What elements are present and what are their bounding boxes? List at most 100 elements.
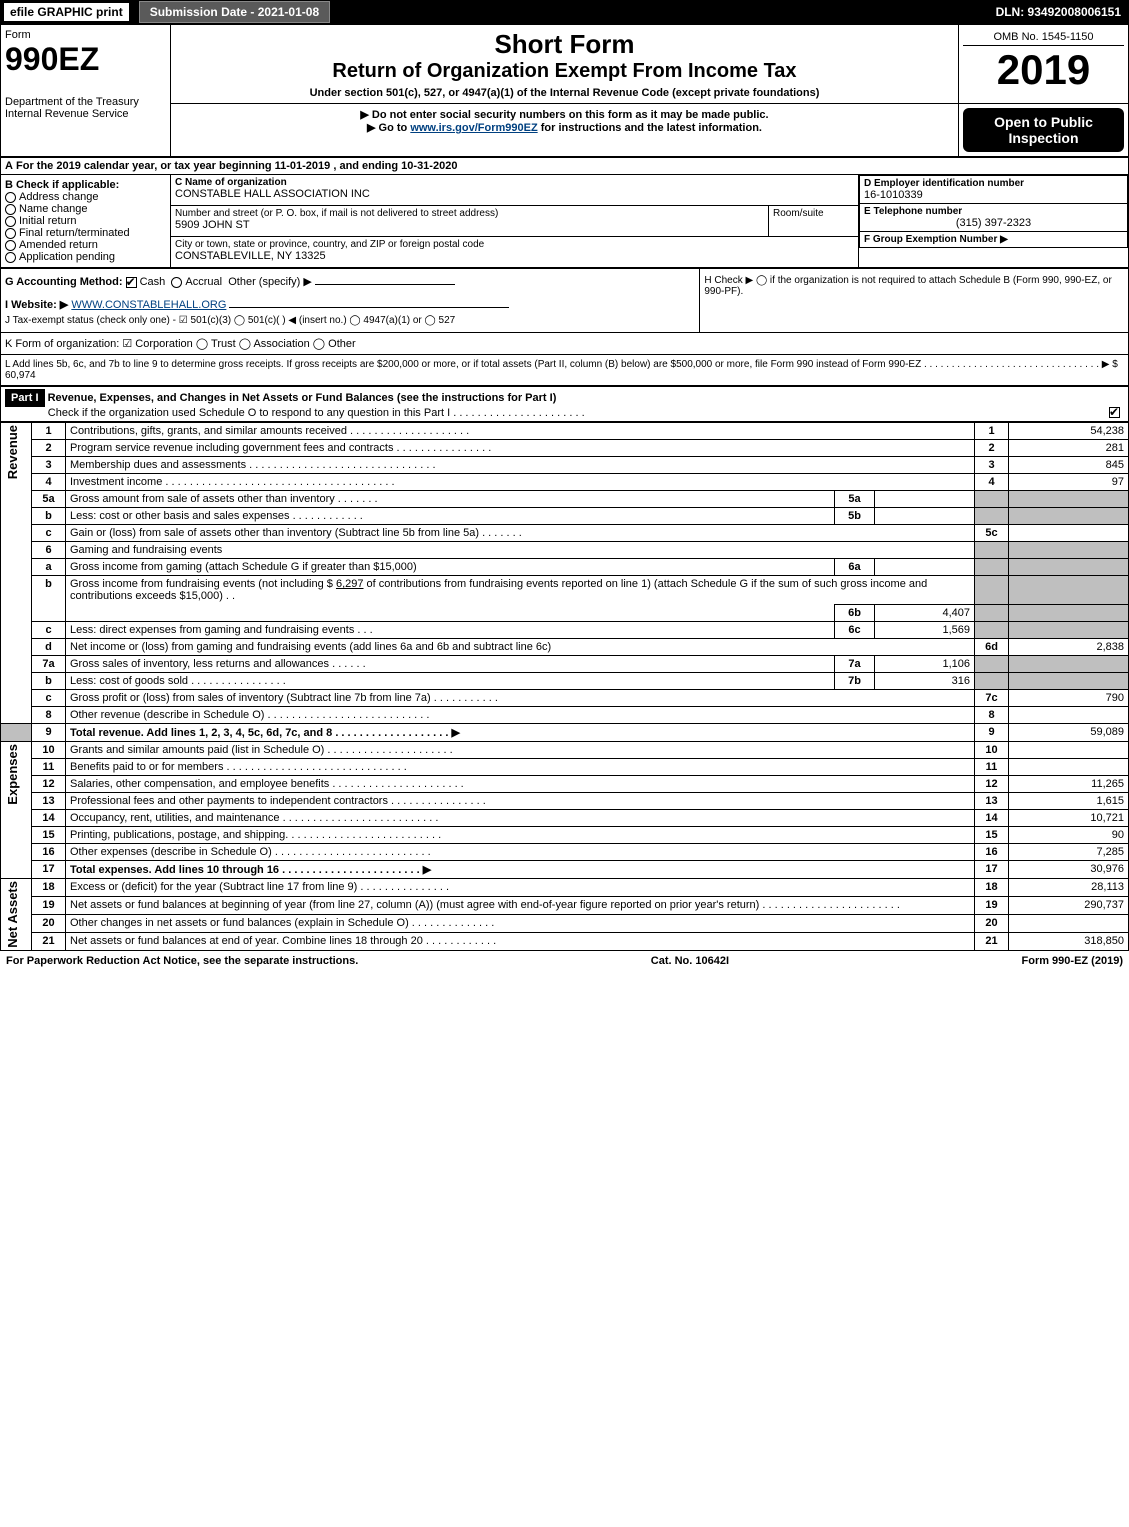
website-link[interactable]: WWW.CONSTABLEHALL.ORG: [71, 299, 226, 311]
ln-18-amt: 28,113: [1009, 879, 1129, 897]
footer-left: For Paperwork Reduction Act Notice, see …: [6, 955, 358, 967]
H-line: H Check ▶ ◯ if the organization is not r…: [704, 275, 1124, 297]
ln-19-desc: Net assets or fund balances at beginning…: [66, 896, 975, 914]
form-number: 990EZ: [5, 41, 166, 78]
ln-19-amt: 290,737: [1009, 896, 1129, 914]
ln-15-desc: Printing, publications, postage, and shi…: [66, 827, 975, 844]
form-header-table: Form 990EZ Department of the Treasury In…: [0, 24, 1129, 157]
G-accrual-radio[interactable]: [171, 277, 182, 288]
ln-6c-desc: Less: direct expenses from gaming and fu…: [66, 622, 835, 639]
ln-6b-contrib: 6,297: [336, 578, 364, 590]
submission-date-button[interactable]: Submission Date - 2021-01-08: [139, 1, 330, 23]
efile-print[interactable]: print: [96, 5, 123, 19]
ln-11-amt: [1009, 759, 1129, 776]
expenses-section-label: Expenses: [5, 744, 27, 805]
under-section: Under section 501(c), 527, or 4947(a)(1)…: [175, 87, 954, 99]
ln-8-desc: Other revenue (describe in Schedule O) .…: [66, 707, 975, 724]
J-line: J Tax-exempt status (check only one) - ☑…: [5, 315, 695, 326]
ln-2-desc: Program service revenue including govern…: [66, 440, 975, 457]
irs-line: Internal Revenue Service: [5, 108, 166, 120]
phone-value: (315) 397-2323: [864, 217, 1123, 229]
ln-14-desc: Occupancy, rent, utilities, and maintena…: [66, 810, 975, 827]
B-opt-0: Address change: [19, 191, 99, 203]
B-label-text: Check if applicable:: [16, 179, 119, 191]
footer: For Paperwork Reduction Act Notice, see …: [0, 951, 1129, 971]
ln-1-r: 1: [975, 423, 1009, 440]
netassets-section-label: Net Assets: [5, 881, 27, 948]
street-label: Number and street (or P. O. box, if mail…: [175, 208, 764, 219]
line-A: A For the 2019 calendar year, or tax yea…: [5, 160, 457, 172]
part-i-label: Part I: [5, 389, 45, 407]
part-i-check: Check if the organization used Schedule …: [48, 407, 585, 419]
ln-8-amt: [1009, 707, 1129, 724]
irs-link[interactable]: www.irs.gov/Form990EZ: [410, 122, 537, 134]
B-opt-1: Name change: [19, 203, 88, 215]
ln-9-amt: 59,089: [1009, 724, 1129, 742]
line-A-text: For the 2019 calendar year, or tax year …: [16, 160, 457, 172]
footer-mid: Cat. No. 10642I: [651, 955, 729, 967]
dept-treasury: Department of the Treasury: [5, 96, 166, 108]
ln-1-desc: Contributions, gifts, grants, and simila…: [66, 423, 975, 440]
efile-prefix: efile: [10, 5, 34, 19]
org-info-block: A For the 2019 calendar year, or tax yea…: [0, 157, 1129, 268]
revenue-section-label: Revenue: [5, 425, 27, 479]
ln-1-amt: 54,238: [1009, 423, 1129, 440]
B-addr-change[interactable]: Address change: [5, 191, 166, 203]
ln-6a-val: [875, 559, 975, 576]
ln-5a-val: [875, 491, 975, 508]
part-i-header: Part I Revenue, Expenses, and Changes in…: [0, 386, 1129, 422]
ln-13-amt: 1,615: [1009, 793, 1129, 810]
part-i-title: Revenue, Expenses, and Changes in Net As…: [48, 392, 557, 404]
ln-6-desc: Gaming and fundraising events: [66, 542, 975, 559]
ln-15-amt: 90: [1009, 827, 1129, 844]
ein-value: 16-1010339: [864, 189, 1123, 201]
ln-7a-box: 7a: [835, 656, 875, 673]
B-opt-2: Initial return: [19, 215, 76, 227]
ln-20-amt: [1009, 914, 1129, 932]
ln-6b-pre: Gross income from fundraising events (no…: [70, 578, 336, 590]
ln-5b-desc: Less: cost or other basis and sales expe…: [66, 508, 835, 525]
ln-5b-val: [875, 508, 975, 525]
B-opt-3: Final return/terminated: [19, 227, 130, 239]
ln-13-desc: Professional fees and other payments to …: [66, 793, 975, 810]
ln-6c-box: 6c: [835, 622, 875, 639]
ln-9-desc: Total revenue. Add lines 1, 2, 3, 4, 5c,…: [66, 724, 975, 742]
omb-number: OMB No. 1545-1150: [963, 29, 1124, 46]
L-line: L Add lines 5b, 6c, and 7b to line 9 to …: [1, 355, 1129, 386]
ln-10-amt: [1009, 742, 1129, 759]
ln-4-desc: Investment income . . . . . . . . . . . …: [66, 474, 975, 491]
B-amended[interactable]: Amended return: [5, 239, 166, 251]
B-final[interactable]: Final return/terminated: [5, 227, 166, 239]
ln-6d-desc: Net income or (loss) from gaming and fun…: [66, 639, 975, 656]
part-i-sched-o-checkbox[interactable]: [1109, 407, 1120, 418]
ln-7c-desc: Gross profit or (loss) from sales of inv…: [66, 690, 975, 707]
tax-year: 2019: [963, 46, 1124, 94]
ln-5a-desc: Gross amount from sale of assets other t…: [66, 491, 835, 508]
B-label: B Check if applicable:: [5, 179, 166, 191]
C-name-label: C Name of organization: [175, 177, 854, 188]
ln-6b-val: 4,407: [875, 605, 975, 622]
D-label: D Employer identification number: [864, 178, 1123, 189]
short-form-title: Short Form: [175, 29, 954, 60]
B-pending[interactable]: Application pending: [5, 251, 166, 263]
ln-1-no: 1: [32, 423, 66, 440]
dln-label: DLN: 93492008006151: [996, 5, 1129, 19]
ln-14-amt: 10,721: [1009, 810, 1129, 827]
ln-7a-val: 1,106: [875, 656, 975, 673]
form-word: Form: [5, 29, 166, 41]
open-public-inspection: Open to Public Inspection: [963, 108, 1124, 152]
no-ssn-notice: ▶ Do not enter social security numbers o…: [175, 108, 954, 121]
B-opt-5: Application pending: [19, 251, 115, 263]
ln-21-desc: Net assets or fund balances at end of ye…: [66, 932, 975, 950]
E-label: E Telephone number: [864, 206, 1123, 217]
ln-6c-val: 1,569: [875, 622, 975, 639]
B-initial[interactable]: Initial return: [5, 215, 166, 227]
G-cash-checkbox[interactable]: [126, 277, 137, 288]
ln-6b-desc-top: Gross income from fundraising events (no…: [66, 576, 975, 605]
ln-18-desc: Excess or (deficit) for the year (Subtra…: [66, 879, 975, 897]
B-name-change[interactable]: Name change: [5, 203, 166, 215]
ln-7b-desc: Less: cost of goods sold . . . . . . . .…: [66, 673, 835, 690]
city-value: CONSTABLEVILLE, NY 13325: [175, 250, 854, 262]
ln-16-desc: Other expenses (describe in Schedule O) …: [66, 844, 975, 861]
ln-7b-val: 316: [875, 673, 975, 690]
